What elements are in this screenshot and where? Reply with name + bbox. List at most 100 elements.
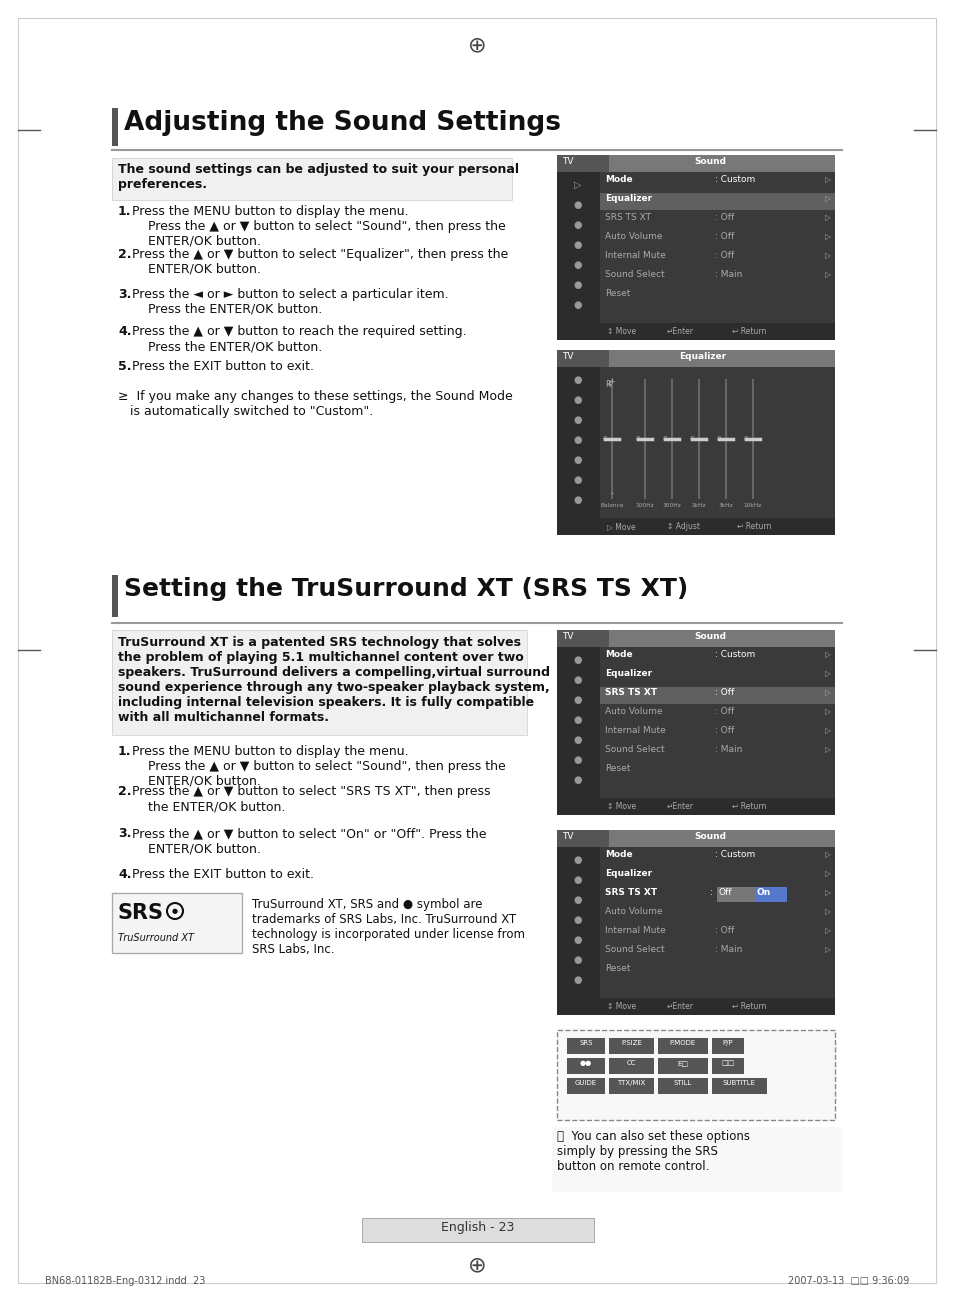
Bar bbox=[608, 155, 834, 172]
Bar bbox=[557, 847, 599, 998]
Text: ●: ● bbox=[573, 876, 581, 885]
Bar bbox=[557, 830, 834, 1015]
Text: ●: ● bbox=[573, 775, 581, 785]
Text: Equalizer: Equalizer bbox=[604, 869, 652, 878]
Text: ↩ Return: ↩ Return bbox=[731, 801, 765, 811]
Text: +: + bbox=[608, 377, 615, 386]
Bar bbox=[557, 172, 599, 323]
Text: TruSurround XT is a patented SRS technology that solves
the problem of playing 5: TruSurround XT is a patented SRS technol… bbox=[118, 636, 550, 723]
Text: Press the ▲ or ▼ button to select "On" or "Off". Press the
    ENTER/OK button.: Press the ▲ or ▼ button to select "On" o… bbox=[132, 827, 486, 855]
Text: BN68-01182B-Eng-0312.indd  23: BN68-01182B-Eng-0312.indd 23 bbox=[45, 1276, 205, 1285]
Bar bbox=[599, 798, 834, 814]
Text: ▷: ▷ bbox=[824, 251, 830, 260]
Text: Press the ▲ or ▼ button to select "Equalizer", then press the
    ENTER/OK butto: Press the ▲ or ▼ button to select "Equal… bbox=[132, 248, 508, 276]
Bar bbox=[754, 887, 786, 902]
Text: ▷: ▷ bbox=[824, 745, 830, 755]
Text: ●: ● bbox=[573, 654, 581, 665]
Text: Auto Volume: Auto Volume bbox=[604, 907, 661, 916]
Text: ●: ● bbox=[573, 396, 581, 405]
Text: Press the MENU button to display the menu.
    Press the ▲ or ▼ button to select: Press the MENU button to display the men… bbox=[132, 206, 505, 248]
Text: Equalizer: Equalizer bbox=[679, 353, 725, 360]
Text: ⊕: ⊕ bbox=[467, 1255, 486, 1275]
Text: : Custom: : Custom bbox=[714, 850, 755, 859]
Text: ●: ● bbox=[573, 675, 581, 686]
Bar bbox=[608, 350, 834, 367]
Text: ▷: ▷ bbox=[824, 726, 830, 735]
Text: Adjusting the Sound Settings: Adjusting the Sound Settings bbox=[124, 111, 560, 137]
Text: ↵Enter: ↵Enter bbox=[666, 801, 693, 811]
Bar bbox=[566, 1058, 604, 1075]
Text: ⑓  You can also set these options
simply by pressing the SRS
button on remote co: ⑓ You can also set these options simply … bbox=[557, 1131, 749, 1174]
Text: ●●: ●● bbox=[579, 1060, 592, 1066]
Text: ●: ● bbox=[172, 908, 178, 915]
Bar bbox=[658, 1038, 707, 1054]
Text: ↕ Move: ↕ Move bbox=[606, 801, 636, 811]
Text: ●: ● bbox=[573, 415, 581, 425]
Bar bbox=[112, 157, 512, 200]
Text: Auto Volume: Auto Volume bbox=[604, 706, 661, 716]
Text: : Off: : Off bbox=[714, 251, 734, 260]
Text: Press the ◄ or ► button to select a particular item.
    Press the ENTER/OK butt: Press the ◄ or ► button to select a part… bbox=[132, 288, 448, 316]
Text: : Main: : Main bbox=[714, 745, 741, 755]
Bar bbox=[599, 323, 834, 340]
Text: 0: 0 bbox=[602, 436, 607, 442]
Text: : Main: : Main bbox=[714, 271, 741, 278]
Text: Reset: Reset bbox=[604, 289, 630, 298]
Text: English - 23: English - 23 bbox=[441, 1222, 515, 1235]
Text: Press the ▲ or ▼ button to select "SRS TS XT", then press
    the ENTER/OK butto: Press the ▲ or ▼ button to select "SRS T… bbox=[132, 785, 490, 813]
Text: Internal Mute: Internal Mute bbox=[604, 726, 665, 735]
Text: 3.: 3. bbox=[118, 288, 132, 301]
Text: ▷: ▷ bbox=[824, 926, 830, 935]
Text: ⊕: ⊕ bbox=[467, 35, 486, 55]
Bar bbox=[557, 350, 834, 535]
Text: :: : bbox=[709, 889, 712, 896]
Bar bbox=[557, 647, 599, 798]
Text: ▷: ▷ bbox=[824, 669, 830, 678]
Text: ↵Enter: ↵Enter bbox=[666, 1002, 693, 1011]
Text: : Off: : Off bbox=[714, 232, 734, 241]
Bar bbox=[557, 155, 834, 340]
Text: ●: ● bbox=[573, 755, 581, 765]
Text: ↩ Return: ↩ Return bbox=[737, 522, 771, 531]
Bar bbox=[557, 1030, 834, 1120]
Text: Press the MENU button to display the menu.
    Press the ▲ or ▼ button to select: Press the MENU button to display the men… bbox=[132, 745, 505, 788]
Bar bbox=[599, 518, 834, 535]
Bar bbox=[557, 830, 608, 847]
Text: ↕ Move: ↕ Move bbox=[606, 327, 636, 336]
Text: 0: 0 bbox=[662, 436, 667, 442]
Bar bbox=[361, 1218, 594, 1242]
Text: ↩ Return: ↩ Return bbox=[731, 327, 765, 336]
Text: TruSurround XT: TruSurround XT bbox=[118, 933, 193, 943]
Text: ▷ Move: ▷ Move bbox=[606, 522, 635, 531]
Bar bbox=[599, 998, 834, 1015]
Text: ▷: ▷ bbox=[824, 176, 830, 183]
Text: Mode: Mode bbox=[604, 176, 632, 183]
Text: TV: TV bbox=[561, 353, 573, 360]
Text: ●: ● bbox=[573, 375, 581, 385]
Bar bbox=[608, 1079, 654, 1094]
Text: 2.: 2. bbox=[118, 785, 132, 798]
Text: 10kHz: 10kHz bbox=[743, 503, 761, 507]
Text: ●: ● bbox=[573, 895, 581, 905]
Text: ▷: ▷ bbox=[824, 271, 830, 278]
Text: 1kHz: 1kHz bbox=[691, 503, 705, 507]
Bar bbox=[361, 1218, 594, 1242]
Text: Sound Select: Sound Select bbox=[604, 271, 664, 278]
Text: Balance: Balance bbox=[599, 503, 623, 507]
Text: ▷: ▷ bbox=[824, 194, 830, 203]
Bar bbox=[566, 1038, 604, 1054]
Text: ●: ● bbox=[573, 280, 581, 290]
Text: : Off: : Off bbox=[714, 926, 734, 935]
Text: SRS TS XT: SRS TS XT bbox=[604, 213, 650, 222]
Text: Reset: Reset bbox=[604, 764, 630, 773]
Text: ●: ● bbox=[573, 716, 581, 725]
Text: TTX/MIX: TTX/MIX bbox=[617, 1080, 645, 1086]
Text: ●: ● bbox=[573, 260, 581, 271]
Text: ●: ● bbox=[573, 220, 581, 230]
Text: +: + bbox=[604, 380, 611, 389]
Text: 300Hz: 300Hz bbox=[662, 503, 680, 507]
Text: Sound: Sound bbox=[693, 157, 725, 167]
Text: ●: ● bbox=[573, 435, 581, 445]
Text: -: - bbox=[610, 489, 613, 498]
Text: ●: ● bbox=[573, 494, 581, 505]
